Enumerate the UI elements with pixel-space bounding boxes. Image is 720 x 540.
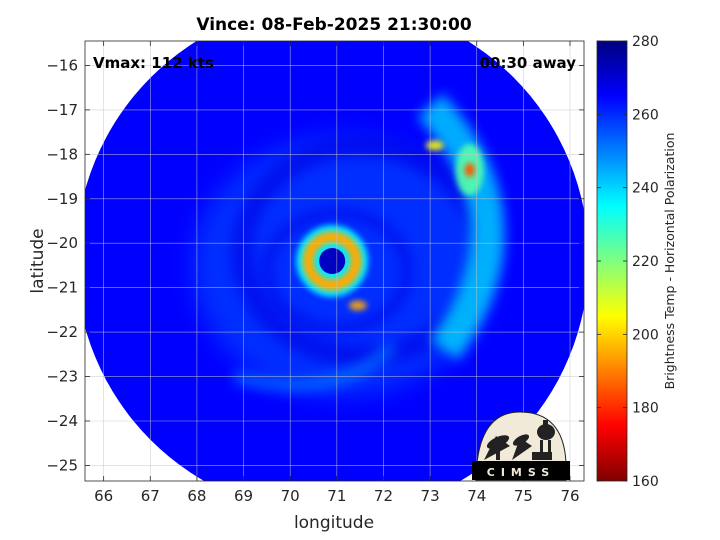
y-tick-label: −21 — [46, 279, 78, 297]
rainband-cell-3 — [425, 140, 444, 151]
y-tick-label: −25 — [46, 456, 78, 474]
x-tick-label: 68 — [187, 487, 206, 505]
y-tick-label: −17 — [46, 101, 78, 119]
logo-text: CIMSS — [487, 466, 555, 479]
colorbar-ticks: 160 180 200 220 240 260 280 — [597, 34, 659, 490]
x-axis-ticks: 66 67 68 69 70 71 72 73 74 75 76 — [94, 41, 580, 505]
y-axis-ticks: −16 −17 −18 −19 −20 −21 −22 −23 −24 −25 — [46, 56, 584, 474]
y-tick-label: −20 — [46, 234, 78, 252]
rainband-cell-2 — [348, 300, 367, 311]
colorbar-tick-label: 160 — [632, 474, 659, 490]
x-tick-label: 75 — [514, 487, 533, 505]
y-tick-label: −23 — [46, 368, 78, 386]
time-offset-annotation: 00:30 away — [480, 54, 577, 72]
x-tick-label: 71 — [327, 487, 346, 505]
x-tick-label: 66 — [94, 487, 113, 505]
colorbar-tick-label: 240 — [632, 181, 659, 197]
axes-box — [84, 40, 585, 482]
cimss-logo: CIMSS — [472, 411, 570, 481]
x-tick-label: 69 — [234, 487, 253, 505]
rainband-east — [417, 93, 505, 360]
y-tick-label: −24 — [46, 412, 78, 430]
x-tick-label: 70 — [281, 487, 300, 505]
y-tick-label: −19 — [46, 190, 78, 208]
x-tick-label: 73 — [421, 487, 440, 505]
colorbar-tick-label: 180 — [632, 401, 659, 417]
x-tick-label: 76 — [560, 487, 579, 505]
spiral-band-inner — [261, 207, 414, 335]
rainband-core — [464, 162, 475, 177]
y-tick-label: −18 — [46, 145, 78, 163]
colorbar-tick-label: 200 — [632, 327, 659, 343]
colorbar — [597, 41, 627, 481]
x-tick-label: 67 — [141, 487, 160, 505]
x-axis-label: longitude — [294, 513, 374, 533]
rainband-south — [232, 340, 398, 392]
x-tick-label: 74 — [467, 487, 486, 505]
x-tick-label: 72 — [374, 487, 393, 505]
eye — [319, 248, 346, 274]
eyewall-ring — [302, 231, 362, 291]
colorbar-tick-label: 280 — [632, 34, 659, 50]
chart-title: Vince: 08-Feb-2025 21:30:00 — [196, 15, 471, 35]
colorbar-tick-label: 220 — [632, 254, 659, 270]
colorbar-label: Brightness Temp - Horizontal Polarizatio… — [662, 133, 677, 390]
grid — [85, 41, 584, 481]
microwave-swath — [85, 41, 584, 481]
colorbar-tick-label: 260 — [632, 107, 659, 123]
vmax-annotation: Vmax: 112 kts — [93, 54, 214, 72]
y-axis-label: latitude — [28, 228, 48, 293]
y-tick-label: −16 — [46, 56, 78, 74]
y-tick-label: −22 — [46, 323, 78, 341]
